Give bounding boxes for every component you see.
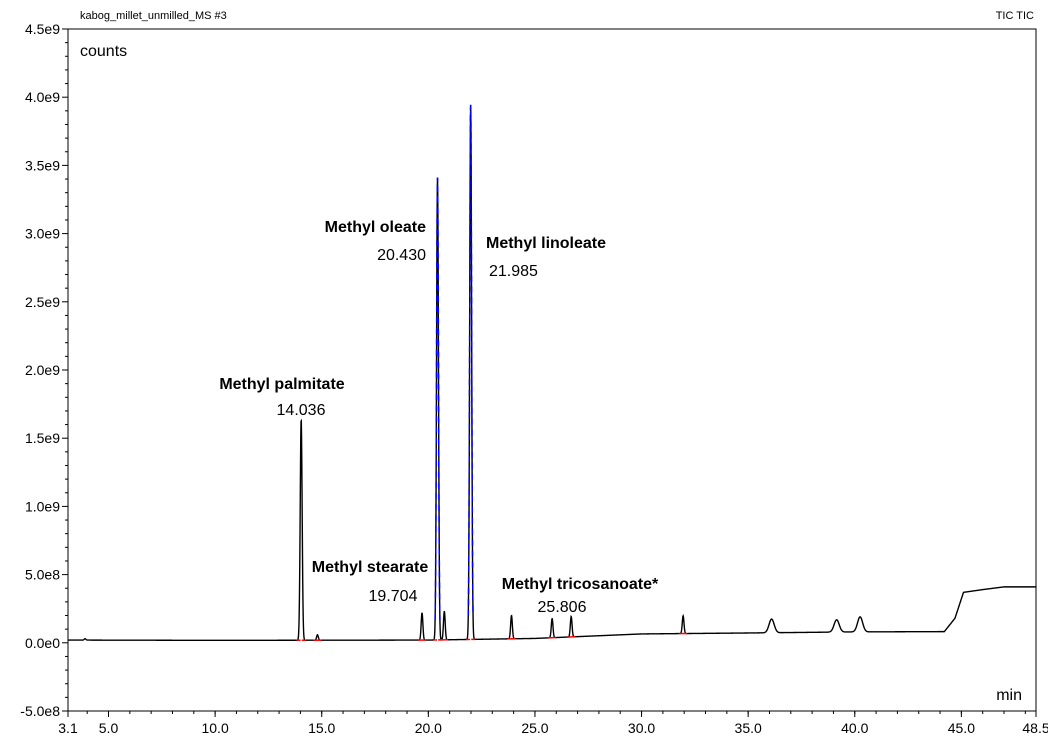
x-axis-label: min xyxy=(996,687,1022,704)
peak-retention-time-label: 25.806 xyxy=(538,599,587,616)
y-tick-label: 5.0e8 xyxy=(25,567,60,583)
integration-overlay xyxy=(467,104,474,616)
peak-retention-time-label: 20.430 xyxy=(377,247,426,264)
y-tick-label: 4.5e9 xyxy=(25,21,60,37)
peak-retention-time-label: 19.704 xyxy=(369,588,418,605)
x-tick-label: 15.0 xyxy=(308,720,335,736)
axes-group: -5.0e8 0.0e0 5.0e8 1.0e9 1.5e9 2.0e9 2.5e9 3.0e… xyxy=(20,21,1048,736)
y-tick-label: 0.0e0 xyxy=(25,635,60,651)
peak-name-label: Methyl stearate xyxy=(312,559,429,576)
y-tick-label: 3.0e9 xyxy=(25,226,60,242)
y-tick-label: 3.5e9 xyxy=(25,157,60,173)
x-tick-label: 48.5 xyxy=(1022,720,1048,736)
x-tick-label: 45.0 xyxy=(948,720,975,736)
traces-group xyxy=(68,104,1036,642)
peak-name-label: Methyl tricosanoate* xyxy=(502,576,659,593)
x-tick-label: 5.0 xyxy=(99,720,119,736)
chromatogram-name: kabog_millet_unmilled_MS #3 xyxy=(80,10,227,22)
labels-group: Methyl palmitate 14.036 Methyl stearate 19.… xyxy=(219,219,659,616)
y-tick-label: 1.0e9 xyxy=(25,498,60,514)
x-tick-label: 35.0 xyxy=(735,720,762,736)
y-tick-label: -5.0e8 xyxy=(20,703,60,719)
y-tick-label: 2.0e9 xyxy=(25,362,60,378)
y-tick-label: 1.5e9 xyxy=(25,430,60,446)
x-tick-label: 20.0 xyxy=(415,720,442,736)
x-tick-label: 30.0 xyxy=(628,720,655,736)
y-tick-label: 2.5e9 xyxy=(25,294,60,310)
peak-retention-time-label: 14.036 xyxy=(277,402,326,419)
trace-type-label: TIC TIC xyxy=(995,10,1034,22)
y-tick-label: 4.0e9 xyxy=(25,89,60,105)
integration-overlay xyxy=(434,177,441,620)
peak-name-label: Methyl oleate xyxy=(325,219,426,236)
x-tick-label: 3.1 xyxy=(58,720,78,736)
peak-retention-time-label: 21.985 xyxy=(489,263,538,280)
y-axis-label: counts xyxy=(80,43,127,60)
x-tick-label: 40.0 xyxy=(841,720,868,736)
tic-trace-line xyxy=(68,104,1036,642)
peak-name-label: Methyl linoleate xyxy=(486,235,606,252)
x-tick-label: 10.0 xyxy=(201,720,228,736)
peak-name-label: Methyl palmitate xyxy=(219,376,344,393)
x-tick-label: 25.0 xyxy=(521,720,548,736)
